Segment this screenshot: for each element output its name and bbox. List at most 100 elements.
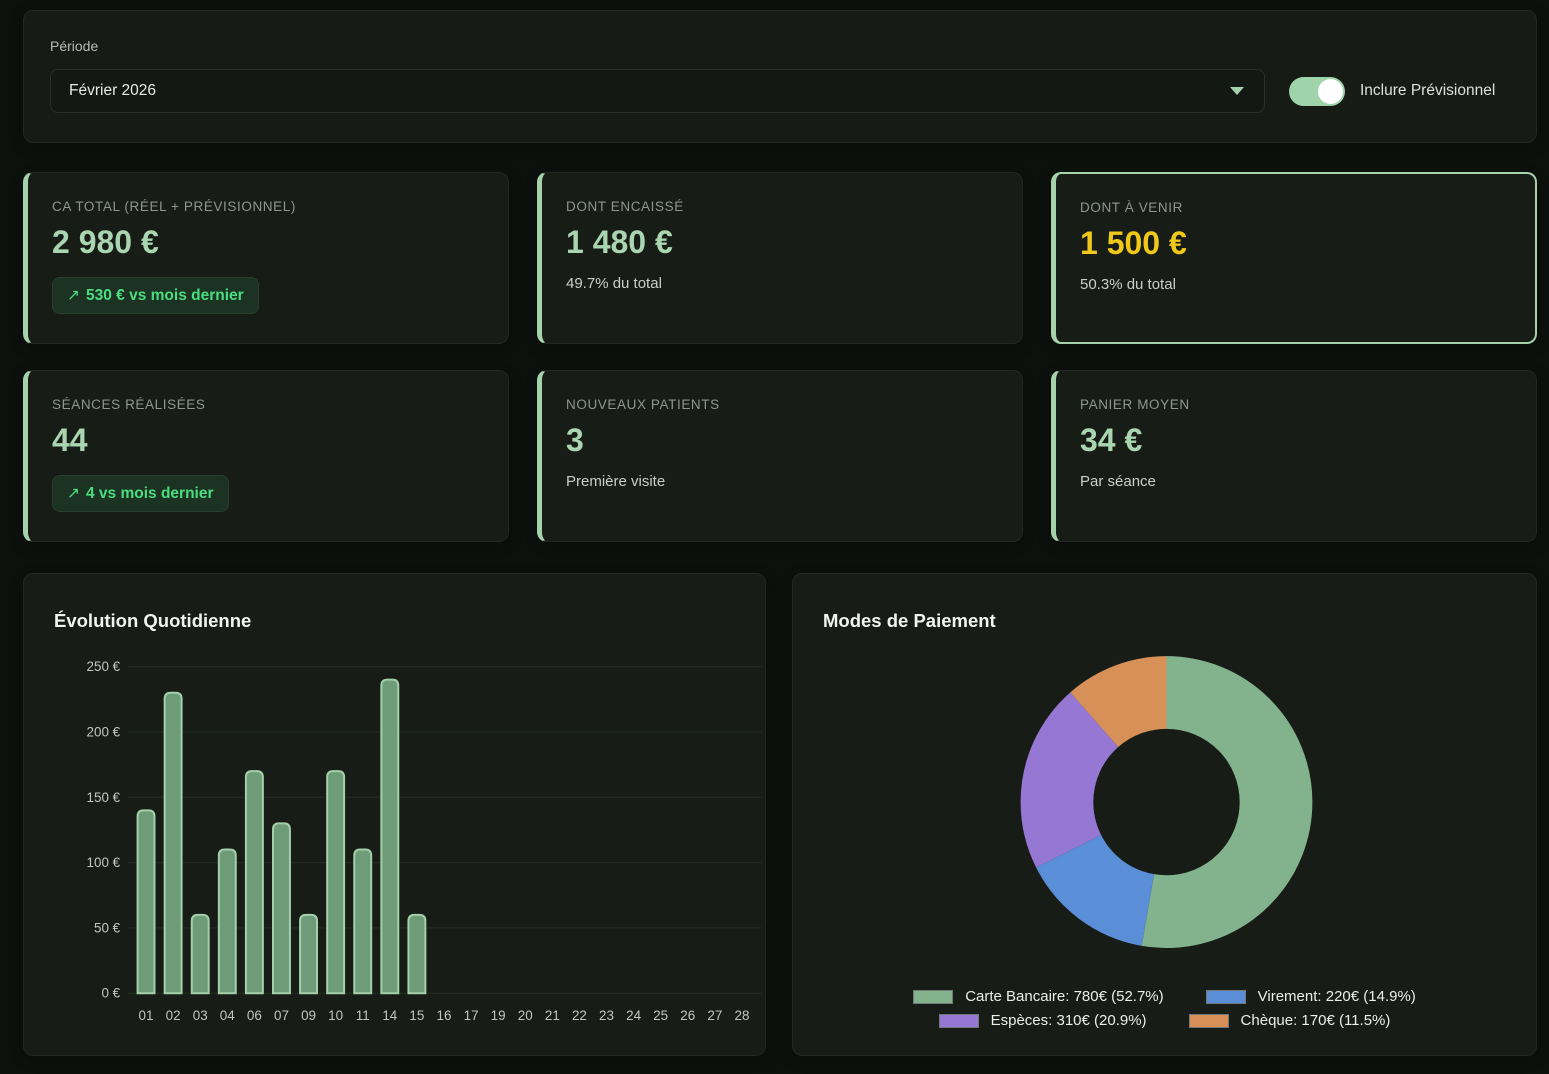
x-axis-tick: 09 (301, 1008, 316, 1023)
x-axis-tick: 23 (599, 1008, 614, 1023)
x-axis-tick: 21 (545, 1008, 560, 1023)
bar-day-07[interactable] (272, 822, 291, 995)
kpi-value: 3 (566, 422, 584, 458)
kpi-card-encaisse: DONT ENCAISSÉ 1 480 € 49.7% du total (537, 172, 1023, 344)
legend-swatch (1205, 989, 1246, 1004)
kpi-card-panier-moyen: PANIER MOYEN 34 € Par séance (1051, 370, 1537, 542)
x-axis-tick: 24 (626, 1008, 641, 1023)
x-axis-tick: 03 (193, 1008, 208, 1023)
trend-up-icon: ↗ (67, 287, 80, 304)
dashboard: Période Février 2026 Inclure Prévisionne… (23, 10, 1537, 1056)
bar-day-04[interactable] (217, 848, 237, 995)
kpi-subtext: Par séance (1080, 473, 1156, 490)
bar-day-02[interactable] (163, 691, 183, 995)
period-label: Période (50, 38, 99, 54)
bar-day-06[interactable] (244, 770, 264, 995)
kpi-title: DONT À VENIR (1080, 200, 1183, 215)
period-select[interactable]: Février 2026 (50, 69, 1265, 113)
period-select-value: Février 2026 (69, 82, 157, 99)
kpi-card-seances: SÉANCES RÉALISÉES 44 ↗ 4 vs mois dernier (23, 370, 509, 542)
x-axis-tick: 27 (707, 1008, 722, 1023)
toggle-knob (1318, 78, 1343, 104)
x-axis-tick: 15 (409, 1008, 424, 1023)
legend-row: Espèces: 310€ (20.9%) Chèque: 170€ (11.5%… (938, 1012, 1391, 1029)
bar-day-15[interactable] (407, 913, 427, 995)
legend-label: Chèque: 170€ (11.5%) (1240, 1012, 1391, 1029)
chart-card-modes-de-paiement: Modes de Paiement Carte Bancaire: 780€ (… (792, 573, 1537, 1056)
legend-swatch (913, 989, 954, 1004)
kpi-value: 1 500 € (1080, 225, 1187, 261)
previsionnel-toggle-label: Inclure Prévisionnel (1360, 82, 1496, 99)
kpi-card-a-venir: DONT À VENIR 1 500 € 50.3% du total (1051, 172, 1537, 344)
kpi-title: SÉANCES RÉALISÉES (52, 397, 206, 412)
donut-chart (1020, 656, 1313, 948)
legend-label: Virement: 220€ (14.9%) (1257, 988, 1416, 1005)
x-axis-tick: 22 (572, 1008, 587, 1023)
charts-row: 0 € 50 € 100 € 150 € 200 € 250 € 01 02 03 04 06 07 0… (23, 573, 1537, 1056)
bar-day-01[interactable] (136, 809, 156, 995)
bar-day-09[interactable] (299, 913, 319, 995)
donut-chart-title: Modes de Paiement (823, 610, 996, 631)
bar-day-10[interactable] (326, 770, 346, 995)
bar-chart-title: Évolution Quotidienne (54, 610, 252, 631)
legend-item-virement[interactable]: Virement: 220€ (14.9%) (1205, 988, 1416, 1005)
kpi-grid: CA TOTAL (RÉEL + PRÉVISIONNEL) 2 980 € ↗… (23, 172, 1537, 542)
y-axis-tick: 150 € (87, 790, 121, 805)
x-axis-tick: 01 (139, 1008, 154, 1023)
kpi-subtext: Première visite (566, 473, 666, 490)
kpi-subtext: 50.3% du total (1080, 276, 1176, 293)
x-axis-tick: 02 (166, 1008, 181, 1023)
x-axis-tick: 14 (382, 1008, 397, 1023)
kpi-title: CA TOTAL (RÉEL + PRÉVISIONNEL) (52, 199, 296, 214)
kpi-card-nouveaux-patients: NOUVEAUX PATIENTS 3 Première visite (537, 370, 1023, 542)
x-axis-tick: 16 (437, 1008, 452, 1023)
legend-label: Carte Bancaire: 780€ (52.7%) (965, 988, 1164, 1005)
y-axis-tick: 250 € (87, 659, 121, 674)
x-axis-tick: 11 (356, 1008, 370, 1023)
x-axis-tick: 07 (274, 1008, 289, 1023)
period-filter-card: Période Février 2026 Inclure Prévisionne… (23, 10, 1537, 143)
x-axis-tick: 20 (518, 1008, 533, 1023)
x-axis-tick: 17 (464, 1008, 479, 1023)
kpi-trend-badge: ↗ 4 vs mois dernier (52, 475, 229, 512)
kpi-title: NOUVEAUX PATIENTS (566, 397, 720, 412)
legend-swatch (1188, 1013, 1229, 1028)
chart-card-evolution-quotidienne: 0 € 50 € 100 € 150 € 200 € 250 € 01 02 03 04 06 07 0… (23, 573, 766, 1056)
y-axis-tick: 50 € (94, 920, 121, 935)
legend-swatch (938, 1013, 979, 1028)
legend-item-esp-ces[interactable]: Espèces: 310€ (20.9%) (938, 1012, 1147, 1029)
bar-chart: 0 € 50 € 100 € 150 € 200 € 250 € 01 02 03 04 06 07 0… (87, 659, 762, 1023)
donut-segment-ch-que[interactable] (1020, 656, 1313, 948)
x-axis-tick: 10 (328, 1008, 343, 1023)
kpi-value: 34 € (1080, 422, 1143, 458)
chevron-down-icon (1230, 87, 1244, 95)
legend-item-carte-bancaire[interactable]: Carte Bancaire: 780€ (52.7%) (913, 988, 1164, 1005)
previsionnel-toggle[interactable] (1289, 76, 1345, 106)
x-axis-tick: 06 (247, 1008, 262, 1023)
kpi-subtext: 49.7% du total (566, 275, 662, 292)
legend-item-ch-que[interactable]: Chèque: 170€ (11.5%) (1188, 1012, 1391, 1029)
kpi-badge-text: 530 € vs mois dernier (86, 287, 244, 304)
kpi-title: PANIER MOYEN (1080, 397, 1190, 412)
legend-label: Espèces: 310€ (20.9%) (990, 1012, 1147, 1029)
y-axis-tick: 200 € (87, 724, 121, 739)
x-axis-tick: 28 (734, 1008, 749, 1023)
trend-up-icon: ↗ (67, 485, 80, 502)
y-axis-tick: 100 € (87, 855, 121, 870)
legend-row: Carte Bancaire: 780€ (52.7%) Virement: 22… (913, 988, 1416, 1005)
kpi-value: 44 (52, 422, 88, 458)
x-axis-tick: 04 (220, 1008, 235, 1023)
x-axis-tick: 26 (680, 1008, 695, 1023)
bar-day-11[interactable] (353, 848, 373, 995)
bar-day-14[interactable] (380, 678, 400, 995)
kpi-trend-badge: ↗ 530 € vs mois dernier (52, 277, 259, 314)
kpi-title: DONT ENCAISSÉ (566, 199, 684, 214)
donut-legend: Carte Bancaire: 780€ (52.7%) Virement: 22… (793, 988, 1536, 1029)
bar-day-03[interactable] (190, 913, 210, 995)
x-axis-tick: 19 (491, 1008, 506, 1023)
kpi-value: 1 480 € (566, 224, 673, 260)
kpi-badge-text: 4 vs mois dernier (86, 485, 214, 502)
donut-segment-esp-ces[interactable] (1020, 656, 1313, 948)
y-axis-tick: 0 € (101, 986, 120, 1001)
kpi-value: 2 980 € (52, 224, 159, 260)
